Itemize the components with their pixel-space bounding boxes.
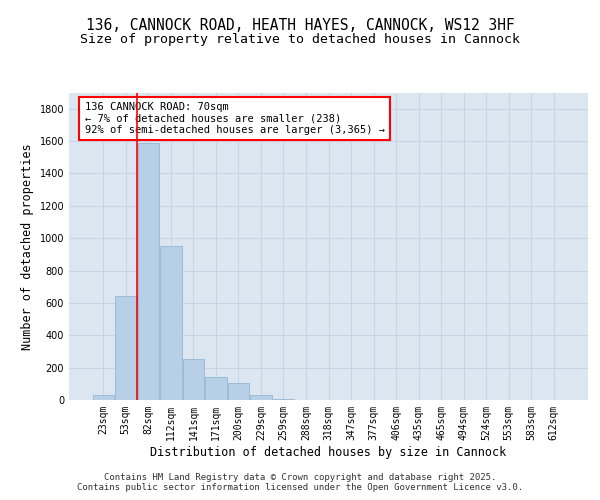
X-axis label: Distribution of detached houses by size in Cannock: Distribution of detached houses by size …: [151, 446, 506, 458]
Bar: [205, 378, 227, 400]
Text: Size of property relative to detached houses in Cannock: Size of property relative to detached ho…: [80, 32, 520, 46]
Y-axis label: Number of detached properties: Number of detached properties: [21, 143, 34, 350]
Bar: [250, 395, 272, 400]
Text: 136, CANNOCK ROAD, HEATH HAYES, CANNOCK, WS12 3HF: 136, CANNOCK ROAD, HEATH HAYES, CANNOCK,…: [86, 18, 514, 32]
Bar: [273, 398, 294, 400]
Bar: [92, 395, 114, 400]
Bar: [160, 246, 182, 400]
Bar: [182, 358, 204, 400]
Bar: [137, 142, 159, 400]
Text: 136 CANNOCK ROAD: 70sqm
← 7% of detached houses are smaller (238)
92% of semi-de: 136 CANNOCK ROAD: 70sqm ← 7% of detached…: [85, 102, 385, 135]
Text: Contains HM Land Registry data © Crown copyright and database right 2025.
Contai: Contains HM Land Registry data © Crown c…: [77, 473, 523, 492]
Bar: [115, 296, 137, 400]
Bar: [228, 383, 249, 400]
